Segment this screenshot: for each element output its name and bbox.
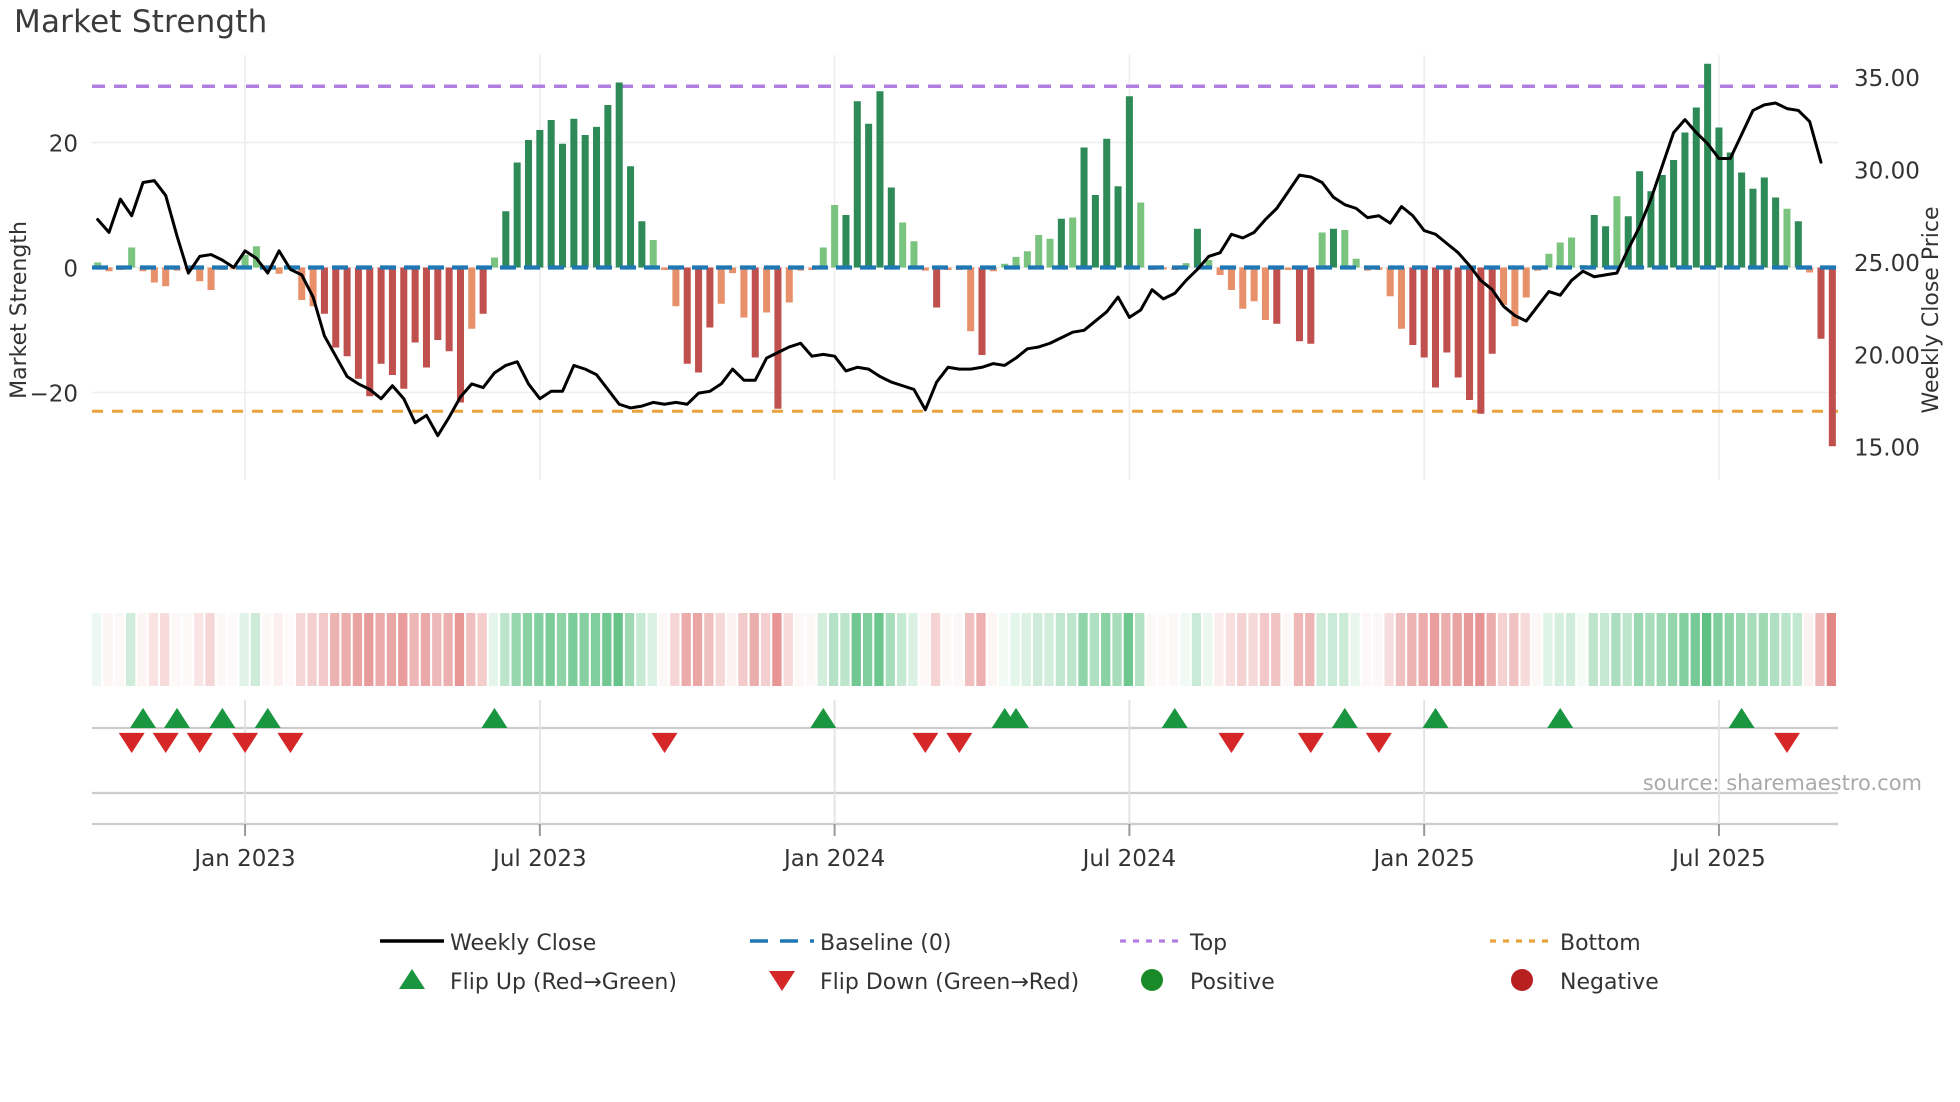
svg-text:Jul 2023: Jul 2023 [491,846,587,872]
left-axis-ticks: 20 0 −20 [29,132,78,408]
svg-text:20: 20 [49,132,78,158]
legend-item: Baseline (0) [750,931,951,956]
svg-text:35.00: 35.00 [1854,66,1920,92]
svg-text:Jul 2024: Jul 2024 [1081,846,1177,872]
svg-text:20.00: 20.00 [1854,343,1920,369]
svg-text:Jan 2024: Jan 2024 [782,846,885,872]
legend-item: Top [1120,931,1227,956]
bars-market-strength [94,63,1836,447]
svg-text:30.00: 30.00 [1854,159,1920,185]
legend-item: Bottom [1490,931,1641,956]
svg-text:Jan 2025: Jan 2025 [1372,846,1475,872]
source-attribution: source: sharemaestro.com [1643,771,1922,795]
svg-text:Negative: Negative [1560,970,1659,995]
svg-text:Weekly Close: Weekly Close [450,931,596,956]
legend-item: Negative [1511,969,1659,995]
svg-text:15.00: 15.00 [1854,436,1920,462]
right-axis-label: Weekly Close Price [1919,207,1944,414]
legend-item: Weekly Close [380,931,596,956]
right-axis-ticks: 35.00 30.00 25.00 20.00 15.00 [1854,66,1920,462]
svg-text:Bottom: Bottom [1560,931,1641,956]
svg-text:0: 0 [63,257,78,283]
svg-text:Flip Up (Red→Green): Flip Up (Red→Green) [450,970,677,995]
grid-lines [92,55,1838,836]
flip-markers [118,707,1800,753]
svg-text:25.00: 25.00 [1854,251,1920,277]
svg-text:Jan 2023: Jan 2023 [192,846,295,872]
legend-item: Positive [1141,969,1275,995]
svg-text:Positive: Positive [1190,970,1275,995]
svg-text:Baseline (0): Baseline (0) [820,931,951,956]
svg-text:Jul 2025: Jul 2025 [1670,846,1766,872]
page-title: Market Strength [14,4,268,40]
svg-text:−20: −20 [29,382,78,408]
legend-item: Flip Down (Green→Red) [769,970,1079,995]
svg-text:Flip Down (Green→Red): Flip Down (Green→Red) [820,970,1079,995]
legend-item: Flip Up (Red→Green) [399,969,677,995]
svg-text:Top: Top [1189,931,1227,956]
weekly-close-line [96,101,1823,438]
x-axis-ticks: Jan 2023 Jul 2023 Jan 2024 Jul 2024 Jan 2025… [192,824,1766,872]
heatmap-strip [92,613,1836,686]
legend: Weekly Close Baseline (0) Top Bottom Flip Up… [380,931,1659,995]
left-axis-label: Market Strength [7,221,32,399]
